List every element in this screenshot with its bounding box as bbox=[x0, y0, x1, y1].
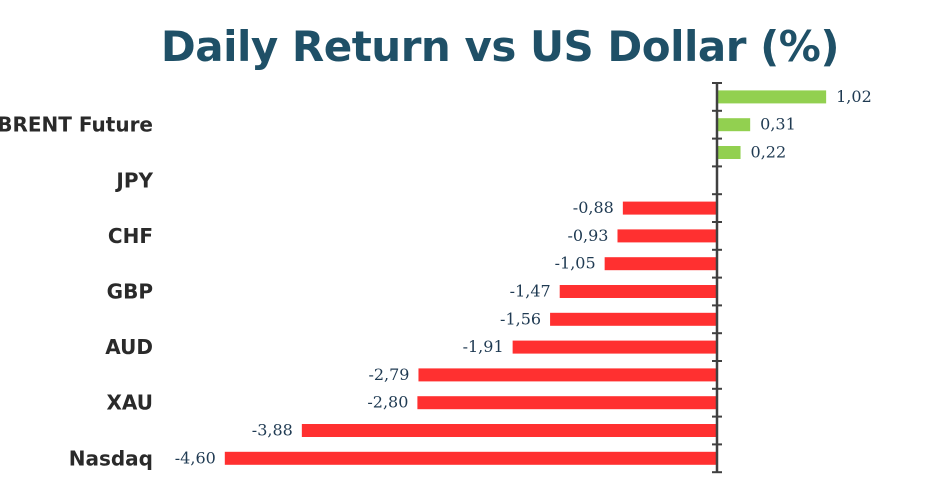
category-label-nasdaq: Nasdaq bbox=[69, 446, 153, 470]
bars-layer bbox=[224, 90, 827, 465]
category-label-gbp: GBP bbox=[107, 280, 153, 304]
value-label-8: -1,56 bbox=[500, 309, 541, 328]
category-label-xau: XAU bbox=[106, 391, 153, 415]
value-label-5: -0,93 bbox=[567, 226, 608, 245]
bar-10 bbox=[418, 368, 717, 382]
value-label-2: 0,22 bbox=[751, 143, 787, 162]
value-label-6: -1,05 bbox=[555, 254, 596, 273]
category-label-jpy: JPY bbox=[114, 168, 153, 192]
bar-0 bbox=[717, 90, 827, 104]
bar-9 bbox=[512, 340, 717, 354]
value-label-12: -3,88 bbox=[252, 421, 293, 440]
value-label-1: 0,31 bbox=[760, 115, 796, 134]
category-labels: BRENT Future JPY CHF GBP AUD XAU Nasdaq bbox=[0, 113, 154, 471]
value-label-11: -2,80 bbox=[367, 393, 408, 412]
category-label-aud: AUD bbox=[105, 335, 153, 359]
category-label-chf: CHF bbox=[108, 224, 153, 248]
value-label-13: -4,60 bbox=[175, 448, 216, 467]
value-label-0: 1,02 bbox=[836, 87, 872, 106]
value-label-4: -0,88 bbox=[573, 198, 614, 217]
value-label-7: -1,47 bbox=[510, 282, 551, 301]
bar-6 bbox=[604, 257, 717, 271]
chart-title: Daily Return vs US Dollar (%) bbox=[160, 22, 840, 71]
bar-5 bbox=[617, 229, 717, 243]
bar-11 bbox=[417, 396, 717, 410]
value-label-10: -2,79 bbox=[368, 365, 409, 384]
bar-1 bbox=[717, 118, 751, 132]
value-label-9: -1,91 bbox=[463, 337, 504, 356]
axis-layer bbox=[712, 82, 722, 474]
bar-8 bbox=[550, 312, 717, 326]
bar-4 bbox=[622, 201, 717, 215]
value-labels: 1,02 0,31 0,22 -0,88 -0,93 -1,05-1,47 -1,56 -1,… bbox=[175, 87, 872, 467]
bar-2 bbox=[717, 146, 741, 159]
bar-7 bbox=[559, 285, 717, 298]
category-label-brent-future: BRENT Future bbox=[0, 113, 153, 137]
bar-13 bbox=[224, 451, 718, 465]
bar-12 bbox=[301, 424, 717, 437]
